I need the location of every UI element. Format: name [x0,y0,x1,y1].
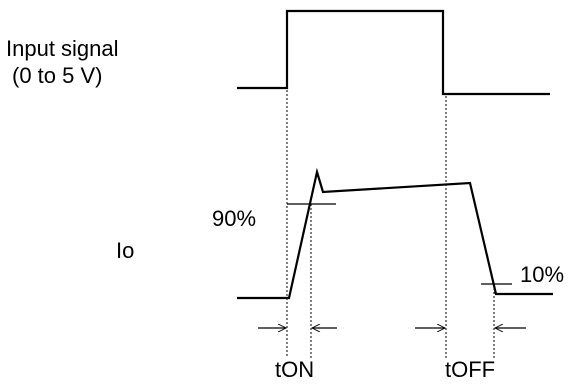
threshold-10-label: 10% [520,262,565,287]
toff-label: tOFF [445,357,496,382]
input-signal-range-label: (0 to 5 V) [12,63,103,88]
io-label: Io [116,238,135,263]
ton-label: tON [275,357,315,382]
input-signal-waveform [237,9,550,96]
input-signal-label: Input signal [6,36,119,61]
io-waveform [237,167,553,300]
threshold-90-label: 90% [212,206,257,231]
